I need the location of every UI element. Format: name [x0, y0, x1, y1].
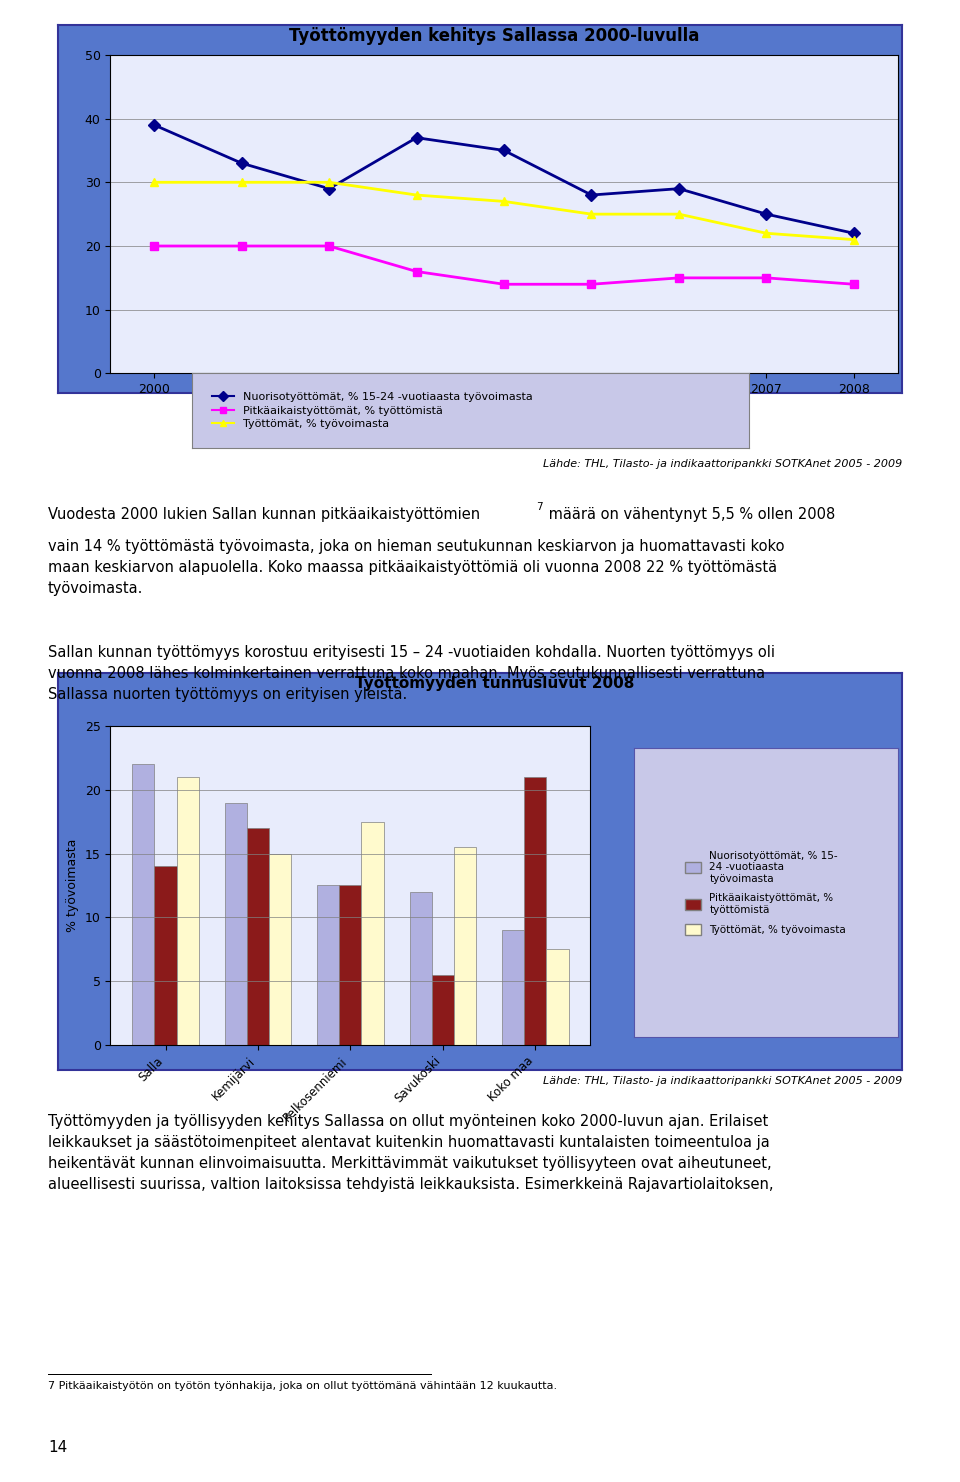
Text: Työttömyyden ja työllisyyden kehitys Sallassa on ollut myönteinen koko 2000-luvu: Työttömyyden ja työllisyyden kehitys Sal… — [48, 1114, 774, 1193]
Text: Työttömyyden kehitys Sallassa 2000-luvulla: Työttömyyden kehitys Sallassa 2000-luvul… — [289, 27, 700, 44]
Bar — [155, 867, 177, 1045]
Text: Vuodesta 2000 lukien Sallan kunnan pitkäaikaistyöttömien: Vuodesta 2000 lukien Sallan kunnan pitkä… — [48, 507, 480, 522]
Bar — [410, 892, 432, 1045]
Legend: Nuorisotyöttömät, % 15-
24 -vuotiaasta
työvoimasta, Pitkäaikaistyöttömät, %
työt: Nuorisotyöttömät, % 15- 24 -vuotiaasta t… — [680, 846, 852, 940]
Text: 7: 7 — [536, 502, 542, 513]
Bar — [502, 931, 524, 1045]
Bar — [454, 848, 476, 1045]
Bar — [524, 777, 546, 1045]
Text: vain 14 % työttömästä työvoimasta, joka on hieman seutukunnan keskiarvon ja huom: vain 14 % työttömästä työvoimasta, joka … — [48, 539, 784, 596]
Text: 7 Pitkäaikaistyötön on työtön työnhakija, joka on ollut työttömänä vähintään 12 : 7 Pitkäaikaistyötön on työtön työnhakija… — [48, 1381, 557, 1392]
Y-axis label: % työvoimasta: % työvoimasta — [66, 839, 80, 932]
Bar — [269, 854, 291, 1045]
Bar — [132, 765, 155, 1045]
Text: Sallan kunnan työttömyys korostuu erityisesti 15 – 24 -vuotiaiden kohdalla. Nuor: Sallan kunnan työttömyys korostuu erityi… — [48, 645, 775, 701]
Text: Lähde: THL, Tilasto- ja indikaattoripankki SOTKAnet 2005 - 2009: Lähde: THL, Tilasto- ja indikaattoripank… — [543, 459, 902, 470]
Legend: Nuorisotyöttömät, % 15-24 -vuotiaasta työvoimasta, Pitkäaikaistyöttömät, % tyött: Nuorisotyöttömät, % 15-24 -vuotiaasta ty… — [208, 388, 537, 433]
Bar — [247, 828, 269, 1045]
Bar — [317, 886, 339, 1045]
Text: 14: 14 — [48, 1441, 67, 1455]
Bar — [432, 975, 454, 1045]
Text: Lähde: THL, Tilasto- ja indikaattoripankki SOTKAnet 2005 - 2009: Lähde: THL, Tilasto- ja indikaattoripank… — [543, 1076, 902, 1086]
Text: määrä on vähentynyt 5,5 % ollen 2008: määrä on vähentynyt 5,5 % ollen 2008 — [544, 507, 835, 522]
Bar — [362, 821, 384, 1045]
Bar — [339, 886, 362, 1045]
Bar — [546, 950, 568, 1045]
Text: Työttömyyden tunnusluvut 2008: Työttömyyden tunnusluvut 2008 — [354, 676, 635, 691]
Bar — [177, 777, 199, 1045]
Bar — [225, 803, 247, 1045]
